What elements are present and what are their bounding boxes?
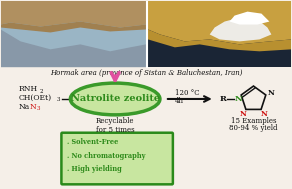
Polygon shape	[1, 22, 146, 33]
Polygon shape	[230, 12, 270, 25]
Text: 3: 3	[36, 106, 40, 111]
Text: 2: 2	[39, 88, 43, 94]
Text: N: N	[239, 110, 246, 118]
Text: Na: Na	[19, 103, 30, 111]
Text: CH(OEt): CH(OEt)	[19, 94, 52, 102]
Polygon shape	[1, 29, 146, 67]
Text: 15 Examples: 15 Examples	[231, 117, 276, 125]
Text: 120 °C: 120 °C	[175, 89, 199, 97]
Bar	[148, 1, 291, 67]
Text: Hormak area (province of Sistan & Baluchestan, Iran): Hormak area (province of Sistan & Baluch…	[50, 69, 242, 77]
Polygon shape	[210, 18, 271, 41]
Text: 3: 3	[56, 98, 60, 102]
Bar	[1, 1, 146, 67]
Text: RNH: RNH	[19, 85, 38, 93]
FancyBboxPatch shape	[61, 133, 173, 184]
Text: N: N	[267, 89, 274, 97]
Bar	[1, 67, 291, 188]
Text: . Solvent-Free: . Solvent-Free	[67, 138, 119, 146]
Text: R: R	[220, 95, 227, 103]
Polygon shape	[148, 1, 291, 44]
Text: N: N	[261, 110, 268, 118]
Polygon shape	[148, 29, 291, 51]
Ellipse shape	[70, 83, 160, 115]
Text: N: N	[29, 103, 36, 111]
Text: 80-94 % yield: 80-94 % yield	[229, 124, 278, 132]
Text: . High yielding: . High yielding	[67, 166, 122, 174]
Polygon shape	[1, 1, 146, 27]
Text: N: N	[234, 95, 242, 103]
Text: . No chromatography: . No chromatography	[67, 152, 146, 160]
Text: 4h: 4h	[175, 97, 184, 105]
Text: Recyclable
for 5 times: Recyclable for 5 times	[96, 117, 134, 134]
Text: Natrolite zeolite: Natrolite zeolite	[71, 94, 160, 103]
